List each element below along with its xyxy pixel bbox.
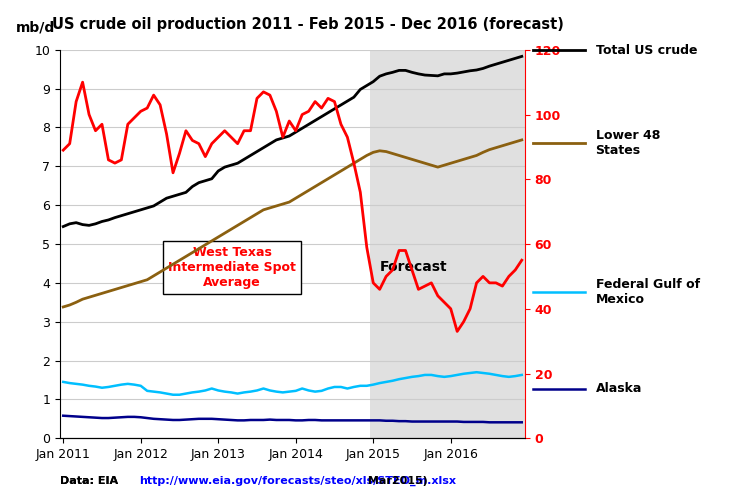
Text: Alaska: Alaska (596, 382, 642, 395)
Text: Lower 48
States: Lower 48 States (596, 129, 660, 157)
Text: http://www.eia.gov/forecasts/steo/xls/STEO_m.xlsx: http://www.eia.gov/forecasts/steo/xls/ST… (139, 475, 456, 486)
Text: Total US crude: Total US crude (596, 44, 697, 57)
Text: Federal Gulf of
Mexico: Federal Gulf of Mexico (596, 277, 700, 306)
Text: Forecast: Forecast (380, 260, 447, 274)
Text: mb/d: mb/d (16, 20, 55, 34)
Text: US crude oil production 2011 - Feb 2015 - Dec 2016 (forecast): US crude oil production 2011 - Feb 2015 … (52, 17, 563, 32)
Text: Mar2015): Mar2015) (364, 476, 428, 486)
Text: West Texas
Intermediate Spot
Average: West Texas Intermediate Spot Average (168, 246, 296, 289)
Text: Data: EIA: Data: EIA (60, 476, 122, 486)
Bar (370, 50, 525, 438)
Text: Data: EIA: Data: EIA (60, 476, 122, 486)
